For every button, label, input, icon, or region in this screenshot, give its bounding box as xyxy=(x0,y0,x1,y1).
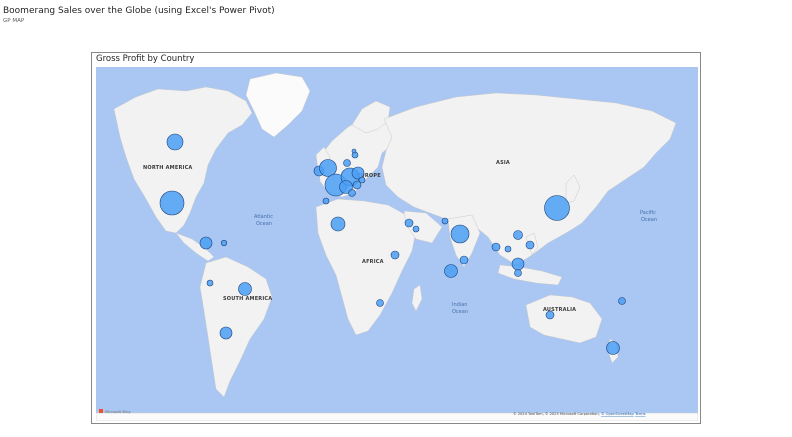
australia-shape xyxy=(525,294,603,344)
bubble-uk[interactable] xyxy=(319,159,337,177)
bubble-argentina[interactable] xyxy=(219,326,233,340)
bubble-new-zealand[interactable] xyxy=(606,341,620,355)
bubble-switzerland[interactable] xyxy=(339,180,353,194)
label-asia: ASIA xyxy=(496,160,510,166)
bubble-pakistan[interactable] xyxy=(441,217,449,225)
label-south-america: SOUTH AMERICA xyxy=(223,296,272,302)
scandinavia-shape xyxy=(351,100,391,134)
land-masses xyxy=(96,72,698,421)
label-indian-2: Ocean xyxy=(452,309,468,315)
bubble-sri-lanka[interactable] xyxy=(444,264,458,278)
bubble-poland[interactable] xyxy=(351,166,365,180)
north-america-shape xyxy=(113,86,253,234)
bubble-australia[interactable] xyxy=(545,310,555,320)
africa-shape xyxy=(315,198,417,336)
indonesia-shape xyxy=(497,264,563,286)
page-title: Boomerang Sales over the Globe (using Ex… xyxy=(3,6,275,16)
bubble-fiji[interactable] xyxy=(618,297,626,305)
bubble-mexico[interactable] xyxy=(199,236,213,250)
bubble-finland[interactable] xyxy=(351,148,357,154)
bubble-south-africa[interactable] xyxy=(376,299,384,307)
bubble-peru[interactable] xyxy=(206,279,214,287)
bubble-thailand[interactable] xyxy=(491,242,501,252)
label-pacific-2: Ocean xyxy=(641,217,657,223)
bubble-malaysia[interactable] xyxy=(511,257,525,271)
bubble-czechia[interactable] xyxy=(358,176,366,184)
asia-shape xyxy=(381,92,677,266)
bing-brand: Microsoft Bing xyxy=(105,410,131,414)
label-africa: AFRICA xyxy=(362,259,384,265)
bubble-morocco[interactable] xyxy=(330,216,346,232)
map-canvas[interactable]: NORTH AMERICA SOUTH AMERICA EUROPE ASIA … xyxy=(96,67,698,421)
bubble-canada[interactable] xyxy=(166,133,184,151)
bubble-vietnam[interactable] xyxy=(504,245,512,253)
label-atlantic-1: Atlantic xyxy=(254,214,273,220)
page-subtitle: GP MAP xyxy=(3,18,25,24)
label-europe: EUROPE xyxy=(357,173,381,179)
label-pacific-1: Pacific xyxy=(640,210,656,216)
bubble-uae[interactable] xyxy=(412,225,420,233)
terms-link[interactable]: Terms xyxy=(634,412,646,416)
map-attribution: © 2024 TomTom, © 2025 Microsoft Corporat… xyxy=(513,412,646,416)
bubble-india[interactable] xyxy=(450,224,470,244)
bubble-saudi-arabia[interactable] xyxy=(404,218,414,228)
visual-title: Gross Profit by Country xyxy=(96,54,195,64)
bubble-hong-kong[interactable] xyxy=(513,230,523,240)
bubble-caribbean[interactable] xyxy=(220,239,228,247)
label-indian-1: Indian xyxy=(452,302,467,308)
bubble-austria[interactable] xyxy=(348,189,356,197)
map-visual[interactable]: Gross Profit by Country xyxy=(91,52,701,424)
antarctica-shape xyxy=(96,412,698,421)
world-map[interactable]: NORTH AMERICA SOUTH AMERICA EUROPE ASIA … xyxy=(96,67,698,421)
south-america-shape xyxy=(199,256,273,398)
bubble-singapore[interactable] xyxy=(514,269,522,277)
label-australia: AUSTRALIA xyxy=(543,307,576,313)
osm-link[interactable]: © OpenStreetMap xyxy=(601,412,635,416)
bubble-kenya[interactable] xyxy=(390,250,400,260)
bubble-maldives[interactable] xyxy=(459,255,469,265)
bubble-layer xyxy=(159,133,626,355)
bubble-norway[interactable] xyxy=(343,159,351,167)
bubble-brazil[interactable] xyxy=(238,282,252,296)
label-north-america: NORTH AMERICA xyxy=(143,165,193,171)
central-america-shape xyxy=(175,232,215,262)
madagascar-shape xyxy=(411,284,423,312)
bubble-usa[interactable] xyxy=(159,190,185,216)
label-atlantic-2: Ocean xyxy=(256,221,272,227)
greenland-shape xyxy=(245,72,311,138)
bubble-spain[interactable] xyxy=(322,197,330,205)
bubble-japan[interactable] xyxy=(544,195,570,221)
bing-logo-icon xyxy=(99,409,103,413)
bubble-philippines[interactable] xyxy=(525,240,535,250)
bubble-italy[interactable] xyxy=(352,180,362,190)
